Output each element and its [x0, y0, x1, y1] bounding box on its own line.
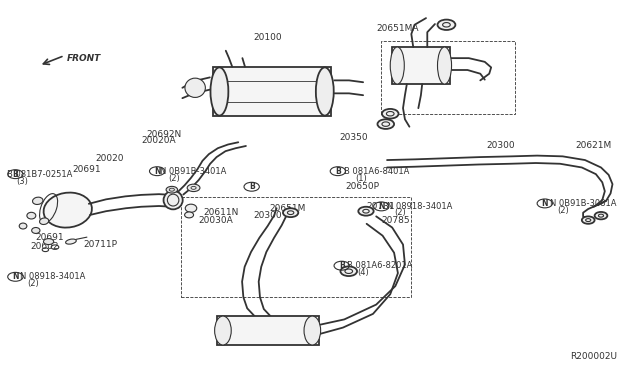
Ellipse shape: [19, 223, 27, 229]
Text: N: N: [541, 199, 548, 208]
Text: N 0B91B-3401A: N 0B91B-3401A: [161, 167, 227, 176]
Ellipse shape: [44, 193, 92, 228]
Text: (2): (2): [557, 206, 570, 215]
Bar: [181, 197, 412, 297]
Circle shape: [595, 212, 607, 219]
Circle shape: [187, 184, 200, 192]
Ellipse shape: [390, 47, 404, 84]
Text: 20020A: 20020A: [141, 136, 176, 145]
Bar: [216, 316, 319, 345]
Text: B 081B7-0251A: B 081B7-0251A: [7, 170, 72, 179]
Text: 20300: 20300: [253, 211, 282, 220]
Circle shape: [358, 207, 374, 216]
Bar: [213, 67, 331, 116]
Text: 20030A: 20030A: [198, 216, 234, 225]
Text: 20602: 20602: [30, 241, 59, 250]
Text: B: B: [335, 167, 340, 176]
Text: 20691: 20691: [72, 165, 101, 174]
Text: 20711P: 20711P: [84, 240, 118, 249]
Text: (1): (1): [355, 174, 367, 183]
Circle shape: [166, 186, 177, 193]
Ellipse shape: [214, 316, 231, 345]
Ellipse shape: [304, 316, 321, 345]
Text: B 081A6-8201A: B 081A6-8201A: [348, 261, 413, 270]
Text: 20611N: 20611N: [204, 208, 239, 217]
Ellipse shape: [211, 67, 228, 116]
Circle shape: [382, 109, 399, 119]
Text: 20692N: 20692N: [147, 129, 182, 139]
Text: N: N: [378, 202, 385, 211]
Ellipse shape: [316, 67, 333, 116]
Text: (3): (3): [17, 177, 29, 186]
Text: N: N: [12, 272, 19, 281]
Text: (2): (2): [28, 279, 39, 288]
Text: 20650P: 20650P: [346, 182, 380, 191]
Ellipse shape: [33, 197, 43, 205]
Text: 20020: 20020: [95, 154, 124, 163]
Text: 20350: 20350: [339, 133, 368, 142]
Text: N: N: [154, 167, 161, 176]
Circle shape: [378, 119, 394, 129]
Circle shape: [340, 266, 357, 276]
Text: B: B: [13, 170, 19, 179]
Text: B: B: [249, 182, 255, 191]
Text: B: B: [339, 261, 344, 270]
Text: N 08918-3401A: N 08918-3401A: [20, 272, 85, 281]
Text: 20651M: 20651M: [269, 204, 305, 213]
Ellipse shape: [185, 204, 196, 212]
Text: 20651MA: 20651MA: [376, 24, 419, 33]
Text: N 08918-3401A: N 08918-3401A: [387, 202, 452, 211]
Text: 20731: 20731: [366, 202, 395, 211]
Ellipse shape: [27, 212, 36, 219]
Text: (2): (2): [394, 208, 406, 217]
Ellipse shape: [66, 239, 76, 244]
Text: B 081A6-8401A: B 081A6-8401A: [344, 167, 410, 176]
Text: R200002U: R200002U: [570, 352, 617, 361]
Circle shape: [44, 238, 54, 244]
Text: 20300: 20300: [486, 141, 515, 150]
Text: (4): (4): [357, 268, 369, 277]
Text: 20691: 20691: [35, 233, 64, 243]
Circle shape: [283, 208, 298, 217]
Bar: [381, 41, 515, 114]
Ellipse shape: [184, 212, 193, 218]
Ellipse shape: [40, 218, 49, 224]
Circle shape: [438, 20, 456, 30]
Bar: [392, 47, 450, 84]
Ellipse shape: [164, 191, 182, 209]
Text: N 0B91B-3081A: N 0B91B-3081A: [550, 199, 616, 208]
Ellipse shape: [185, 78, 205, 97]
Ellipse shape: [438, 47, 452, 84]
Text: 20621M: 20621M: [575, 141, 612, 150]
Circle shape: [582, 217, 595, 224]
Text: 20785: 20785: [381, 217, 410, 225]
Ellipse shape: [31, 228, 40, 234]
Text: (2): (2): [169, 174, 180, 183]
Text: 20100: 20100: [253, 33, 282, 42]
Text: FRONT: FRONT: [67, 54, 100, 62]
